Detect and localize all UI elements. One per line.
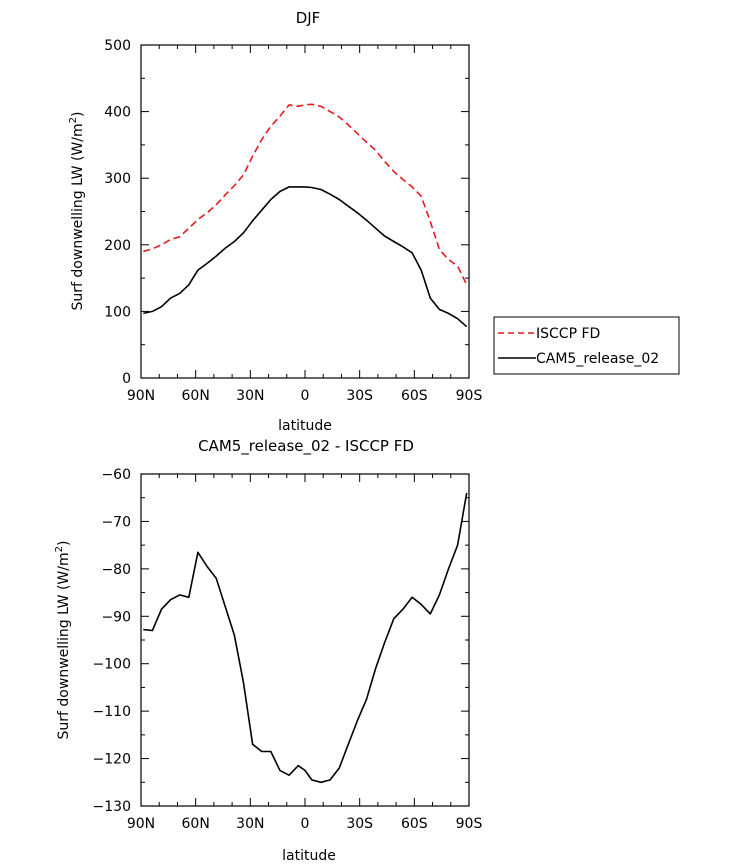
difference-title: CAM5_release_02 - ISCCP FD xyxy=(198,437,414,456)
legend-box xyxy=(493,316,680,375)
y-tick-label: 500 xyxy=(104,38,131,54)
y-tick-label: −90 xyxy=(101,609,131,625)
difference-series-lines xyxy=(143,492,468,784)
x-tick-label: 60S xyxy=(401,388,428,404)
djf-x-ticks: 90N 60N 30N 0 30S 60S 90S xyxy=(127,45,483,404)
difference-x-ticks: 90N 60N 30N 0 30S 60S 90S xyxy=(127,474,483,832)
djf-plot-frame xyxy=(140,44,470,379)
djf-title: DJF xyxy=(296,9,321,27)
x-tick-label: 90N xyxy=(127,816,155,832)
y-tick-label: −110 xyxy=(93,704,131,720)
difference-plot-frame xyxy=(140,473,470,807)
x-tick-label: 60N xyxy=(182,388,210,404)
x-tick-label: 0 xyxy=(301,388,310,404)
difference-y-axis-label: Surf downwelling LW (W/m2) xyxy=(54,541,72,740)
x-tick-label: 30S xyxy=(346,388,373,404)
djf-series-lines xyxy=(143,103,468,328)
y-tick-label: −70 xyxy=(101,514,131,530)
x-tick-label: 0 xyxy=(301,816,310,832)
djf-y-ticks: 0 100 200 300 400 500 xyxy=(104,38,469,387)
y-tick-label: 0 xyxy=(122,371,131,387)
y-tick-label: 200 xyxy=(104,238,131,254)
y-tick-label: −100 xyxy=(93,657,131,673)
difference-y-ticks: −130 −120 −110 −100 −90 −80 −70 −60 xyxy=(93,467,469,815)
djf-panel: DJF 90N 60N 30N 0 30S 60S 90S 0 100 200 300 400 500… xyxy=(68,9,482,434)
difference-panel: CAM5_release_02 - ISCCP FD 90N 60N 30N 0 30S… xyxy=(54,437,482,864)
y-tick-label: 100 xyxy=(104,304,131,320)
legend-label-cam5: CAM5_release_02 xyxy=(536,351,659,367)
y-tick-label: −120 xyxy=(93,752,131,768)
cam5-release-02-line xyxy=(143,186,468,328)
x-tick-label: 60N xyxy=(182,816,210,832)
x-tick-label: 90N xyxy=(127,388,155,404)
x-tick-label: 90S xyxy=(456,816,483,832)
y-tick-label: 300 xyxy=(104,171,131,187)
isccp-fd-line xyxy=(143,103,468,286)
y-tick-label: −80 xyxy=(101,562,131,578)
y-tick-label: −60 xyxy=(101,467,131,483)
difference-line xyxy=(143,492,468,784)
legend-label-isccp: ISCCP FD xyxy=(536,326,600,342)
legend: ISCCP FD CAM5_release_02 xyxy=(493,316,680,375)
x-tick-label: 30N xyxy=(236,816,264,832)
x-tick-label: 60S xyxy=(401,816,428,832)
x-tick-label: 30S xyxy=(346,816,373,832)
y-tick-label: −130 xyxy=(93,799,131,815)
djf-x-axis-label: latitude xyxy=(278,418,332,434)
difference-x-axis-label: latitude xyxy=(282,848,336,864)
y-tick-label: 400 xyxy=(104,105,131,121)
x-tick-label: 30N xyxy=(236,388,264,404)
x-tick-label: 90S xyxy=(456,388,483,404)
djf-y-axis-label: Surf downwelling LW (W/m2) xyxy=(68,112,86,311)
